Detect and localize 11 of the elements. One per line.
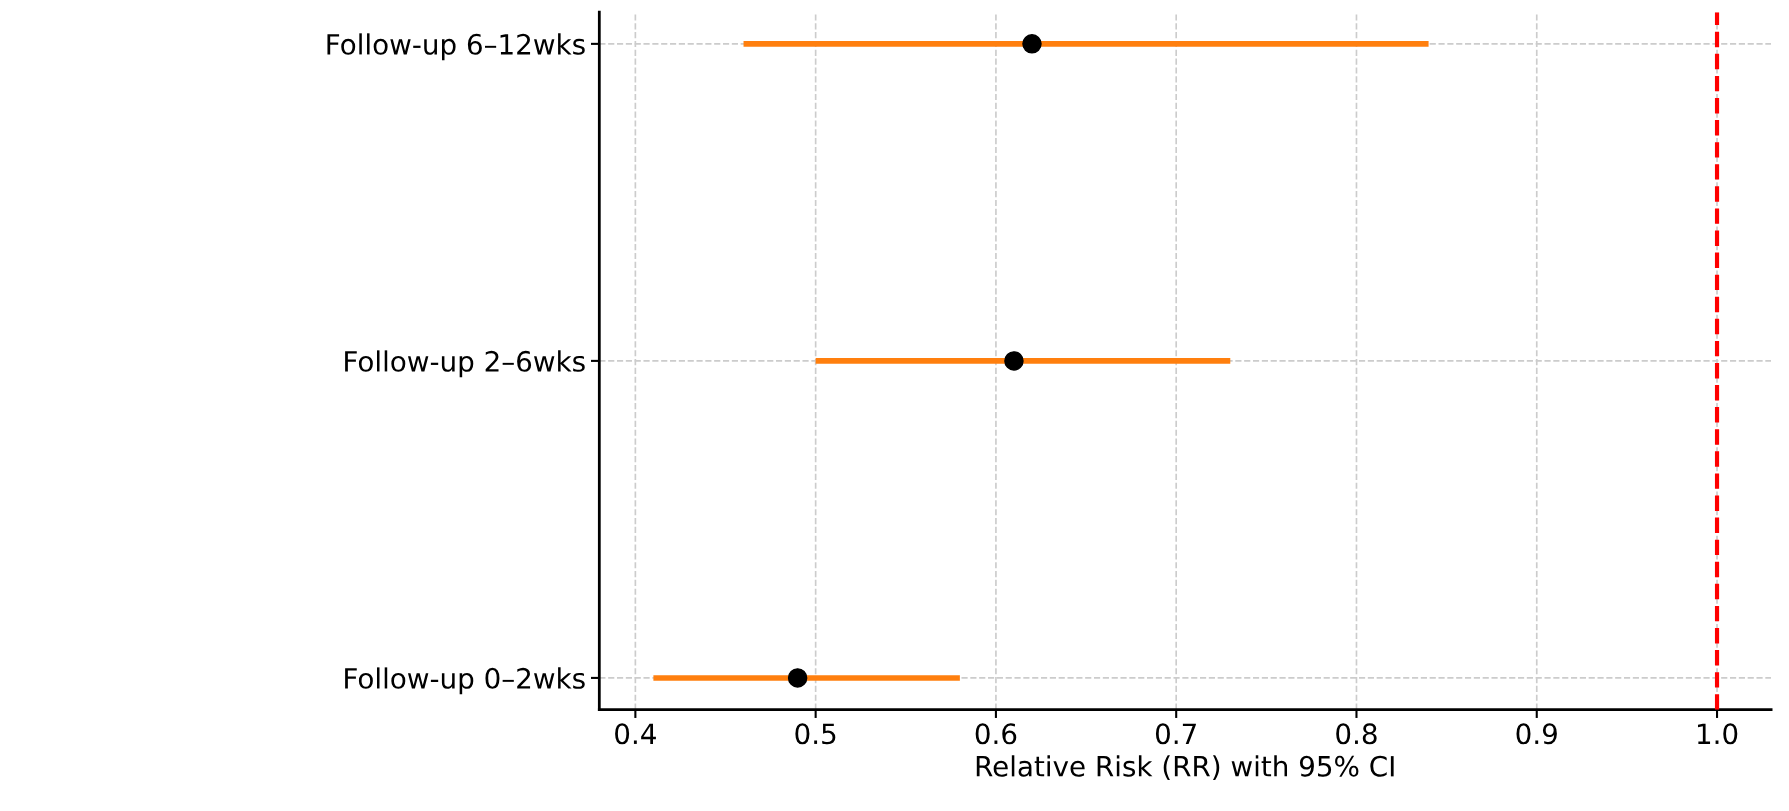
y-tick-label: Follow-up 2–6wks [345,350,585,378]
x-tick-label: 0.4 [615,723,656,745]
x-tick-label: 0.7 [1155,723,1196,745]
x-tick-label: 0.8 [1336,723,1377,745]
x-tick-label: 0.9 [1516,723,1557,745]
x-tick-label: 0.6 [975,723,1017,745]
x-tick-label: 0.5 [795,723,836,745]
y-tick-label: Follow-up 0–2wks [345,667,585,695]
x-tick-label: 1.0 [1697,723,1738,745]
x-axis-title: Relative Risk (RR) with 95% CI [976,755,1394,781]
y-tick-label: Follow-up 6–12wks [327,33,585,61]
